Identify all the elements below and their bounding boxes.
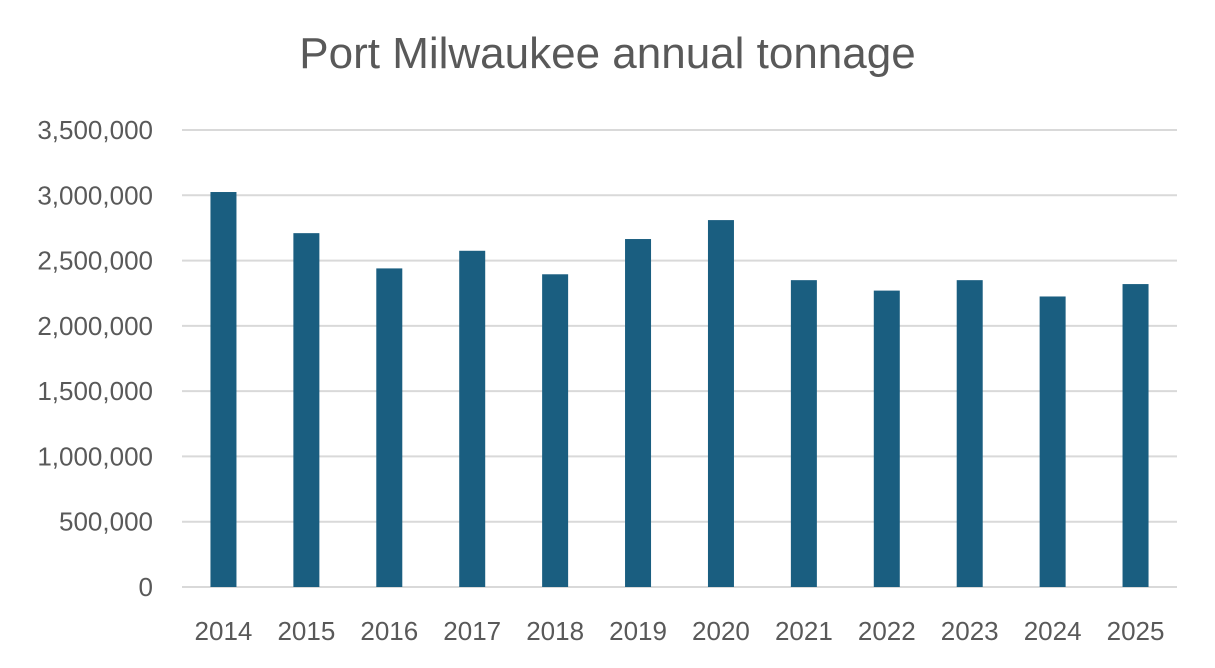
x-tick-label: 2018 [526,616,584,646]
bar-2022 [873,290,900,587]
bar-2018 [542,274,569,587]
y-axis-tick-labels: 0 500,000 1,000,000 1,500,000 2,000,000 2,500… [37,115,153,602]
bar-2020 [707,220,734,587]
y-tick-label: 2,500,000 [37,246,153,276]
x-tick-label: 2025 [1107,616,1165,646]
x-tick-label: 2021 [775,616,833,646]
y-tick-label: 2,000,000 [37,311,153,341]
y-tick-label: 500,000 [59,507,153,537]
x-tick-label: 2020 [692,616,750,646]
bar-2024 [1039,296,1066,587]
bar-2017 [459,250,486,587]
bar-2014 [210,192,237,587]
x-tick-label: 2023 [941,616,999,646]
bar-2021 [790,280,817,587]
x-tick-label: 2015 [277,616,335,646]
x-tick-label: 2019 [609,616,667,646]
x-tick-label: 2024 [1024,616,1082,646]
y-tick-label: 1,500,000 [37,376,153,406]
bar-2015 [293,233,320,587]
bar-2023 [956,280,983,587]
x-axis-tick-labels: 2014 2015 2016 2017 2018 2019 2020 2021 2022 2023… [195,616,1165,646]
y-tick-label: 1,000,000 [37,441,153,471]
y-tick-label: 3,500,000 [37,115,153,145]
chart-title: Port Milwaukee annual tonnage [299,29,916,78]
gridlines [182,129,1177,588]
x-tick-label: 2022 [858,616,916,646]
x-tick-label: 2016 [360,616,418,646]
y-tick-label: 0 [139,572,153,602]
y-tick-label: 3,000,000 [37,180,153,210]
bars [210,192,1149,587]
x-tick-label: 2017 [443,616,501,646]
bar-2019 [625,239,652,587]
bar-2025 [1122,284,1149,587]
bar-2016 [376,268,403,587]
x-tick-label: 2014 [195,616,253,646]
